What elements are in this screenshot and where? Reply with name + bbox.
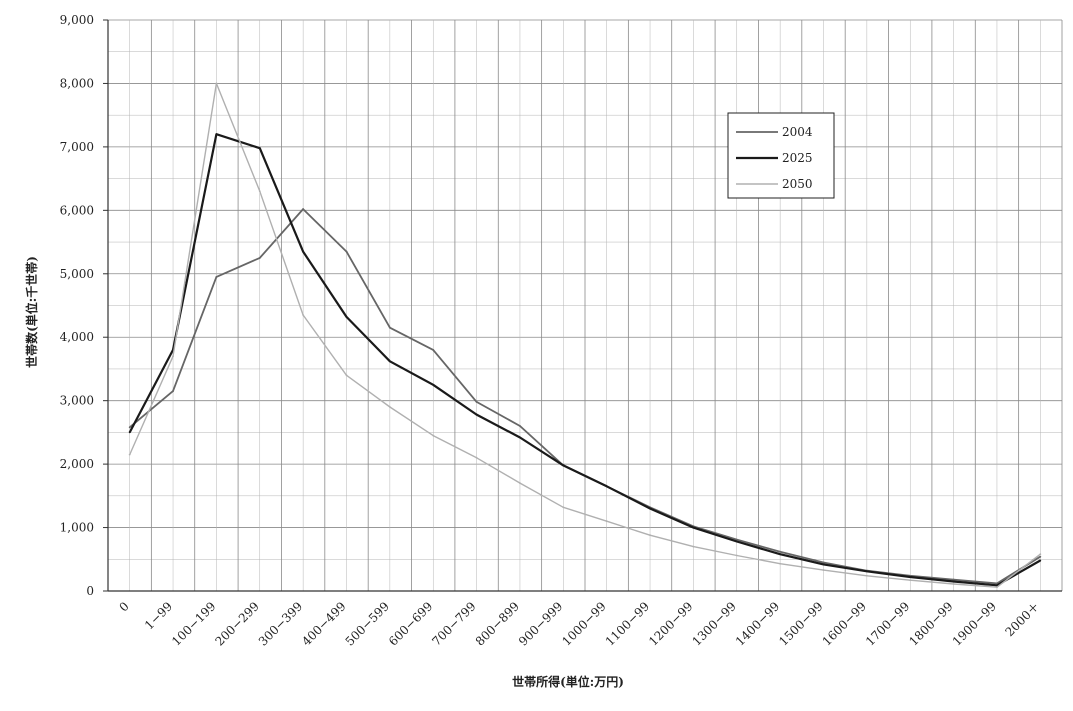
y-tick-label: 9,000 xyxy=(60,13,94,27)
data-point-2050 xyxy=(302,314,305,316)
y-tick-label: 3,000 xyxy=(60,394,94,408)
data-point-2025 xyxy=(865,570,868,573)
data-point-2025 xyxy=(1039,559,1042,562)
data-point-2025 xyxy=(519,436,521,439)
data-point-2025 xyxy=(562,464,565,467)
series-lines xyxy=(128,82,1042,589)
data-point-2025 xyxy=(388,360,391,363)
data-point-2025 xyxy=(779,553,782,556)
series-line-2025 xyxy=(128,133,1041,587)
y-tick-label: 4,000 xyxy=(60,330,94,344)
data-point-2025 xyxy=(128,431,131,434)
data-point-2050 xyxy=(822,569,825,571)
data-point-2025 xyxy=(909,576,912,578)
y-tick-label: 5,000 xyxy=(60,267,94,281)
data-point-2050 xyxy=(258,190,261,193)
data-point-2004 xyxy=(952,578,955,581)
data-point-2004 xyxy=(519,425,521,427)
legend: 2004 2025 2050 xyxy=(727,112,835,199)
data-point-2025 xyxy=(432,383,435,386)
axes xyxy=(103,19,1062,592)
data-point-2004 xyxy=(128,426,131,429)
legend-label-2025: 2025 xyxy=(782,151,813,165)
data-point-2050 xyxy=(952,583,955,585)
data-point-2025 xyxy=(475,413,478,416)
data-point-2004 xyxy=(475,401,478,403)
legend-label-2050: 2050 xyxy=(782,177,813,191)
data-point-2025 xyxy=(302,250,305,253)
data-point-2004 xyxy=(302,208,305,210)
data-point-2025 xyxy=(215,133,218,136)
data-point-2004 xyxy=(735,538,738,541)
data-point-2050 xyxy=(605,520,608,523)
data-point-2050 xyxy=(172,355,174,358)
data-point-2050 xyxy=(432,434,435,437)
data-point-2050 xyxy=(562,506,565,509)
data-point-2050 xyxy=(865,574,868,577)
data-point-2050 xyxy=(388,406,391,408)
data-point-2025 xyxy=(649,507,651,510)
data-point-2004 xyxy=(215,276,218,278)
data-point-2050 xyxy=(735,554,738,557)
data-point-2050 xyxy=(996,586,998,589)
data-point-2004 xyxy=(779,550,782,553)
y-tick-label: 7,000 xyxy=(60,140,94,154)
data-point-2050 xyxy=(779,562,782,565)
data-point-2025 xyxy=(952,580,955,583)
data-point-2050 xyxy=(909,579,912,582)
data-point-2004 xyxy=(1039,555,1042,558)
y-tick-label: 8,000 xyxy=(60,76,94,90)
y-tick-label: 1,000 xyxy=(60,521,94,535)
data-point-2050 xyxy=(128,453,131,456)
data-point-2025 xyxy=(735,540,738,543)
data-point-2050 xyxy=(649,534,651,537)
y-axis-title: 世帯数(単位:千世帯) xyxy=(24,256,39,368)
data-point-2050 xyxy=(1039,553,1042,556)
x-axis-title: 世帯所得(単位:万円) xyxy=(512,674,624,689)
data-point-2050 xyxy=(475,456,478,459)
y-tick-label: 0 xyxy=(86,584,94,598)
data-point-2050 xyxy=(345,374,348,377)
gridlines xyxy=(107,19,1063,592)
series-line-2050 xyxy=(129,82,1041,588)
legend-box xyxy=(727,112,835,199)
data-point-2025 xyxy=(605,485,608,488)
data-point-2025 xyxy=(692,526,695,529)
data-point-2025 xyxy=(996,584,998,587)
data-point-2050 xyxy=(519,482,521,485)
data-point-2004 xyxy=(822,561,825,564)
data-point-2004 xyxy=(172,390,174,393)
data-point-2025 xyxy=(258,147,261,150)
data-point-2004 xyxy=(432,349,435,351)
y-tick-label: 6,000 xyxy=(60,203,94,217)
y-tick-label: 2,000 xyxy=(60,457,94,471)
data-point-2004 xyxy=(258,257,261,259)
data-point-2004 xyxy=(345,250,348,253)
data-point-2025 xyxy=(822,563,825,566)
data-point-2004 xyxy=(388,326,391,329)
data-point-2050 xyxy=(215,82,218,85)
data-point-2050 xyxy=(692,545,695,548)
legend-label-2004: 2004 xyxy=(782,125,813,139)
data-point-2025 xyxy=(345,316,348,318)
